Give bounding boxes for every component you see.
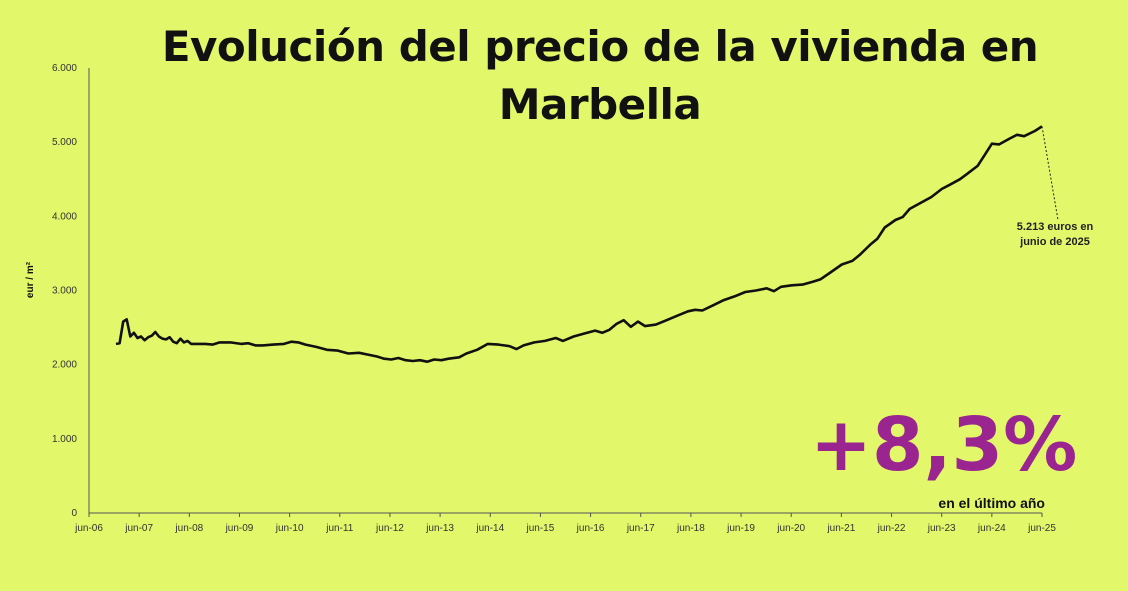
yearly-change-caption: en el último año (938, 495, 1045, 511)
x-tick-label: jun-16 (576, 523, 605, 534)
x-tick-label: jun-12 (375, 523, 404, 534)
x-tick-label: jun-11 (325, 523, 353, 534)
x-tick-label: jun-10 (275, 523, 304, 534)
y-axis-label: eur / m² (25, 261, 36, 298)
last-value-annotation: 5.213 euros en junio de 2025 (1005, 220, 1105, 250)
y-tick-label: 4.000 (52, 211, 77, 222)
x-tick-label: jun-20 (776, 523, 805, 534)
annotation-leader-line (1041, 126, 1059, 221)
x-tick-label: jun-14 (475, 523, 504, 534)
y-tick-label: 2.000 (52, 360, 77, 371)
annotation-line-2: junio de 2025 (1020, 236, 1090, 248)
x-tick-label: jun-22 (877, 523, 906, 534)
x-tick-label: jun-09 (225, 523, 254, 534)
x-tick-label: jun-13 (425, 523, 454, 534)
yearly-change-value: +8,3% (810, 402, 1078, 488)
annotation-line-1: 5.213 euros en (1016, 221, 1094, 233)
x-axis: jun-06 jun-07 jun-08 jun-09 jun-10 jun-11 jun-… (74, 512, 1056, 534)
x-tick-label: jun-18 (676, 523, 705, 534)
x-tick-label: jun-15 (526, 523, 555, 534)
y-tick-label: 3.000 (52, 286, 77, 297)
y-tick-label: 6.000 (52, 63, 77, 74)
x-tick-label: jun-08 (174, 523, 203, 534)
x-tick-label: jun-23 (927, 523, 956, 534)
y-tick-label: 1.000 (52, 434, 77, 445)
chart-title: Evolución del precio de la vivienda en M… (161, 22, 1039, 129)
x-tick-label: jun-25 (1027, 523, 1056, 534)
x-tick-label: jun-24 (977, 523, 1006, 534)
x-tick-label: jun-07 (124, 523, 153, 534)
x-tick-label: jun-19 (726, 523, 755, 534)
y-tick-label: 0 (71, 508, 77, 519)
price-series-line (115, 125, 1043, 363)
y-tick-label: 5.000 (52, 137, 77, 148)
x-tick-label: jun-06 (74, 523, 103, 534)
y-axis: 0 1.000 2.000 3.000 4.000 5.000 6.000 (52, 63, 90, 519)
x-tick-label: jun-17 (626, 523, 655, 534)
x-tick-label: jun-21 (826, 523, 855, 534)
